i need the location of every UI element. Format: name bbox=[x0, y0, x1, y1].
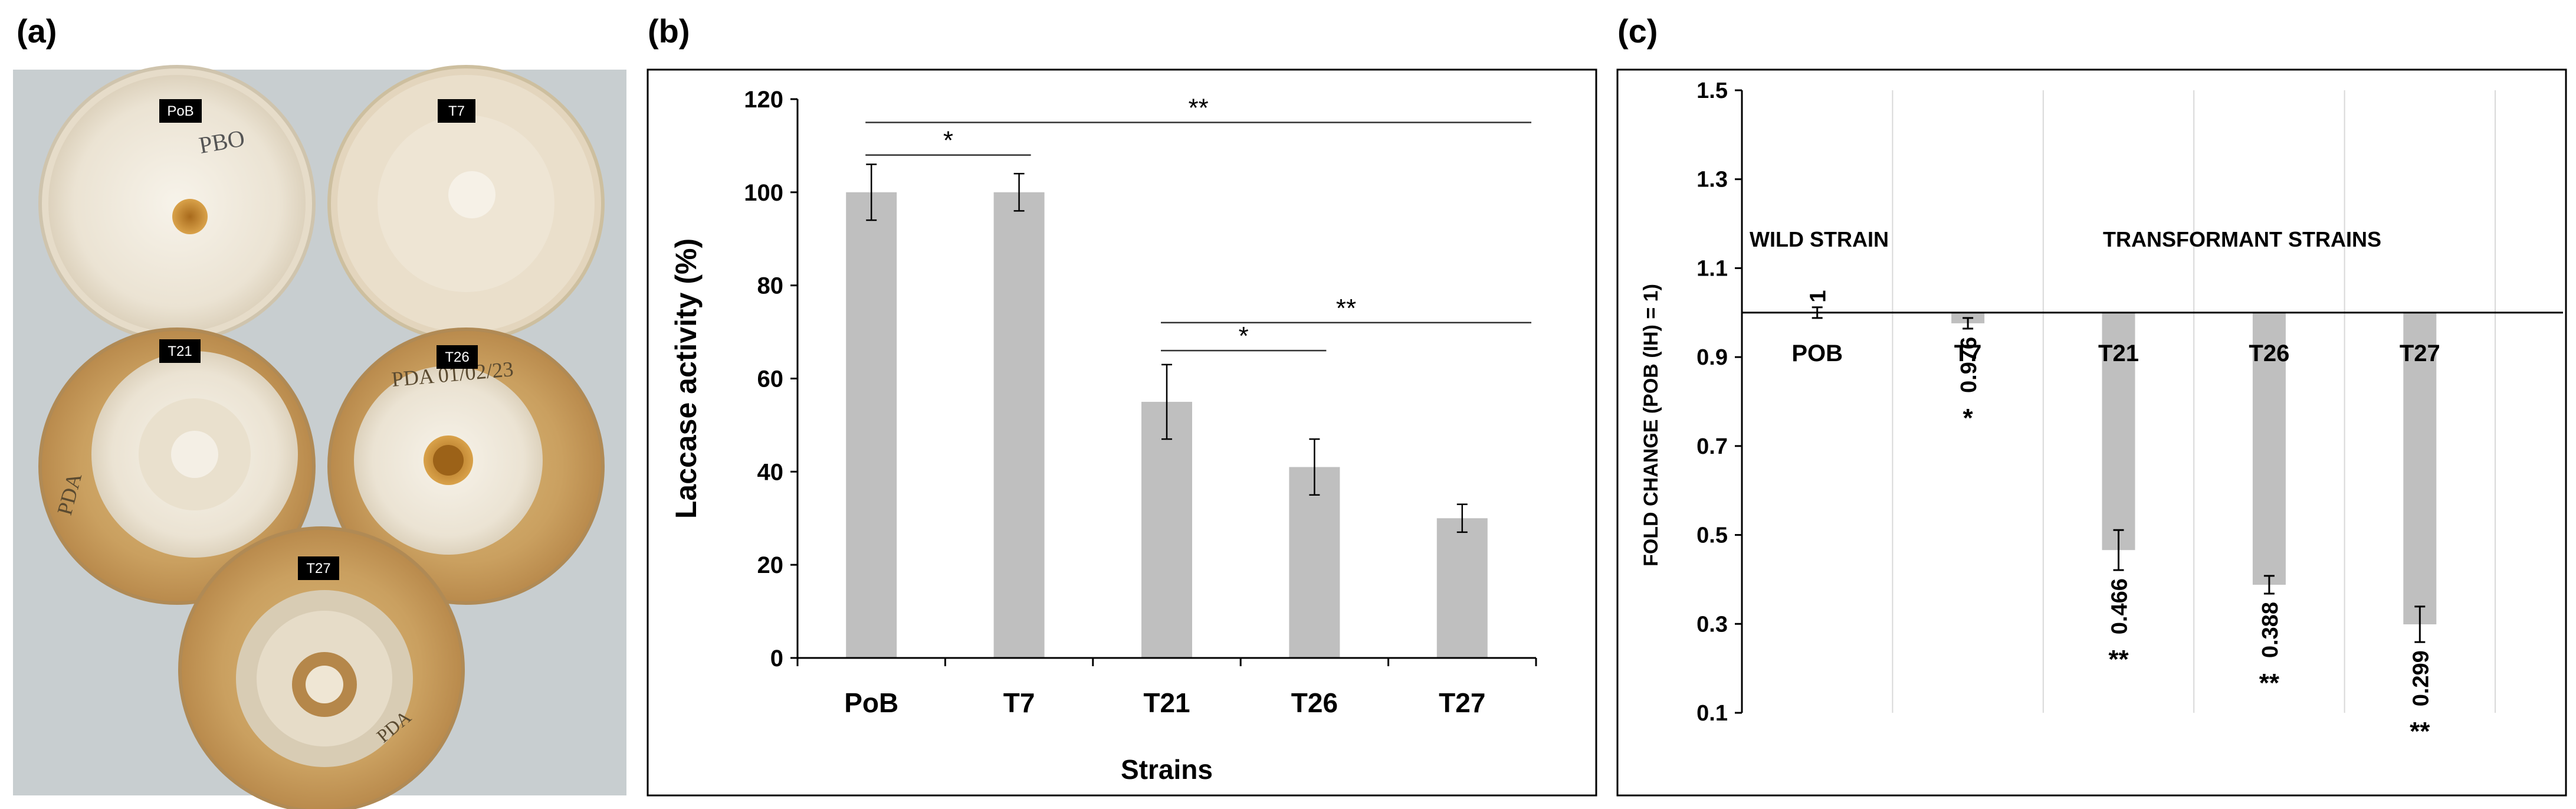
frame-c bbox=[1616, 68, 2567, 797]
y-tick-label-b: 60 bbox=[757, 366, 784, 392]
plate-label-t26: T26 bbox=[445, 349, 469, 365]
y-tick-label-c: 1.3 bbox=[1696, 168, 1728, 192]
bar-t26 bbox=[1289, 467, 1340, 658]
y-tick-label-c: 0.7 bbox=[1696, 434, 1728, 459]
plate-t21: PDA T21 bbox=[38, 327, 316, 605]
y-tick-label-c: 0.1 bbox=[1696, 701, 1728, 726]
plug bbox=[172, 199, 208, 234]
x-tick-label-c: T26 bbox=[2249, 340, 2289, 366]
panel-c: (c) 0.1 0.3 0.5 0.7 0.9 1.1 1.3 1.5 POB T7 T21 T26 T… bbox=[1616, 12, 2567, 797]
y-tick-label-c: 0.3 bbox=[1696, 612, 1728, 637]
y-tick-label-b: 120 bbox=[744, 87, 783, 113]
value-label-c: 0.466 bbox=[2108, 578, 2132, 634]
plate-t27: PDA T27 bbox=[178, 526, 465, 809]
x-tick-label-b: T21 bbox=[1143, 687, 1190, 718]
y-tick-label-c: 0.9 bbox=[1696, 345, 1728, 370]
panel-label-b: (b) bbox=[648, 12, 690, 50]
panel-label-c: (c) bbox=[1617, 12, 1658, 50]
bar-pob bbox=[846, 192, 897, 658]
plate-tag bbox=[298, 556, 339, 580]
significance-label: ** bbox=[1188, 93, 1208, 122]
b-x-axis-label: Strains bbox=[1121, 754, 1213, 785]
b-y-axis-label: Laccase activity (%) bbox=[670, 238, 703, 519]
bar-t26 bbox=[2252, 312, 2286, 585]
plate-label-t21: T21 bbox=[168, 343, 192, 359]
value-label-c: 1 bbox=[1806, 290, 1831, 303]
x-tick-label-c: T27 bbox=[2400, 340, 2440, 366]
bar-t27 bbox=[1436, 518, 1488, 658]
significance-mark-c: * bbox=[1963, 404, 1974, 433]
x-tick-label-b: T27 bbox=[1439, 687, 1485, 718]
significance-label: ** bbox=[1336, 294, 1356, 323]
frame-b bbox=[647, 68, 1597, 797]
y-tick-label-b: 100 bbox=[744, 180, 783, 206]
annotation-wild-strain: WILD STRAIN bbox=[1750, 227, 1889, 251]
x-tick-label-c: T21 bbox=[2098, 340, 2139, 366]
y-tick-label-b: 80 bbox=[757, 273, 784, 299]
y-tick-label-c: 1.5 bbox=[1696, 78, 1728, 103]
plate-tag bbox=[437, 345, 478, 369]
y-tick-label-b: 20 bbox=[757, 552, 784, 578]
value-label-c: 0.299 bbox=[2408, 650, 2433, 706]
plate-t7: T7 bbox=[327, 65, 605, 342]
c-y-axis-label: FOLD CHANGE (POB (IH) = 1) bbox=[1640, 284, 1662, 566]
panel-a: (a) PBO PoB T7 PDA T21 bbox=[13, 12, 626, 809]
x-tick-label-b: T26 bbox=[1291, 687, 1338, 718]
plate-label-t7: T7 bbox=[448, 103, 465, 119]
bar-t27 bbox=[2403, 312, 2437, 625]
x-tick-label-b: T7 bbox=[1003, 687, 1035, 718]
y-tick-label-b: 40 bbox=[757, 459, 784, 485]
plate-tag bbox=[159, 99, 202, 123]
x-tick-label-c: POB bbox=[1791, 340, 1843, 366]
bar-t21 bbox=[2102, 312, 2135, 551]
x-tick-label-c: T7 bbox=[1954, 340, 1982, 366]
plate-label-pob: PoB bbox=[167, 103, 193, 119]
significance-mark-c: ** bbox=[2108, 645, 2129, 674]
value-label-c: 0.976 bbox=[1957, 337, 1981, 393]
bar-t7 bbox=[993, 192, 1045, 658]
plate-t26: PDA 01/02/23 T26 bbox=[327, 327, 605, 605]
bar-t21 bbox=[1141, 401, 1192, 658]
chart-c: 0.1 0.3 0.5 0.7 0.9 1.1 1.3 1.5 POB T7 T21 T26 T27 1 0… bbox=[1696, 78, 2563, 746]
y-tick-label-c: 0.5 bbox=[1696, 523, 1728, 548]
y-tick-label-b: 0 bbox=[770, 646, 783, 672]
value-label-c: 0.388 bbox=[2258, 602, 2283, 658]
significance-mark-c: ** bbox=[2259, 669, 2280, 697]
significance-label: * bbox=[943, 126, 953, 155]
panel-label-a: (a) bbox=[17, 12, 57, 50]
plate-tag bbox=[159, 339, 201, 363]
y-tick-label-c: 1.1 bbox=[1696, 256, 1728, 281]
significance-label: * bbox=[1239, 322, 1249, 351]
plate-pob: PBO PoB bbox=[38, 65, 316, 342]
x-tick-label-b: PoB bbox=[844, 687, 898, 718]
plate-label-t27: T27 bbox=[306, 561, 330, 577]
annotation-transformant-strains: TRANSFORMANT STRAINS bbox=[2103, 227, 2381, 251]
significance-mark-c: ** bbox=[2410, 717, 2430, 746]
plate-tag bbox=[438, 99, 475, 123]
